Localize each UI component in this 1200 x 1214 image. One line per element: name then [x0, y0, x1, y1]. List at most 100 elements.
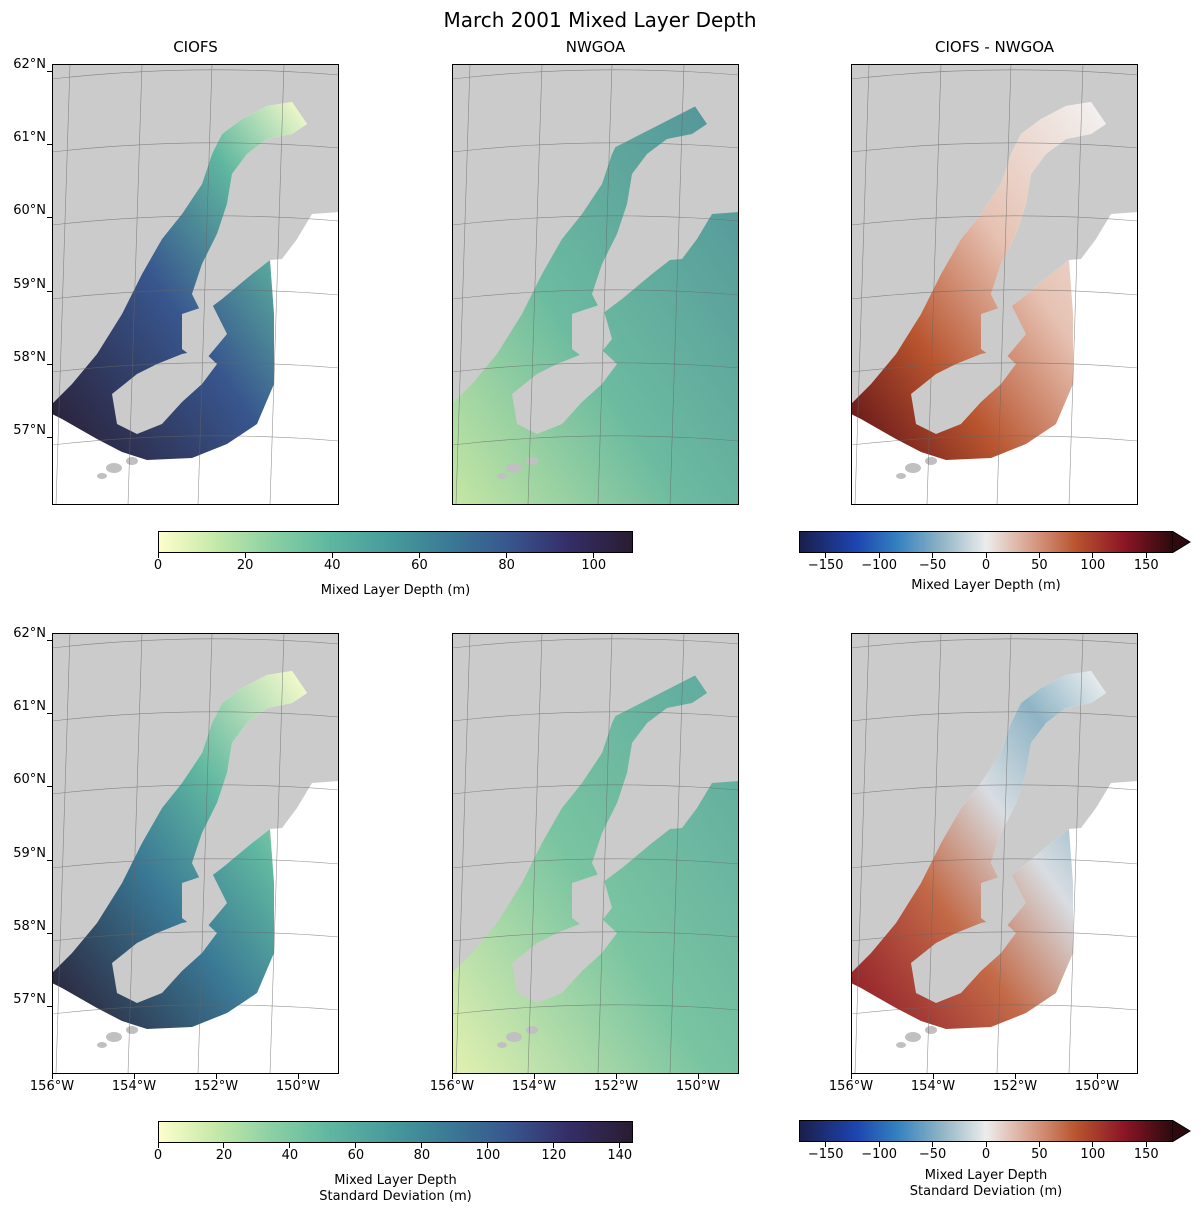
colorbar-tick-mark	[985, 1142, 987, 1147]
colorbar-tick-mark	[1145, 1142, 1147, 1147]
colorbar-tick-label: 80	[413, 1148, 431, 1163]
colorbar-tick-label: 50	[1031, 1147, 1048, 1162]
colorbar-label-line: Mixed Layer Depth	[334, 1173, 457, 1188]
colorbar-label-line: Mixed Layer Depth	[924, 1168, 1048, 1183]
lat-tick-mark	[47, 713, 52, 714]
lon-tick-mark	[616, 1074, 617, 1079]
colorbar-tick-mark	[619, 1143, 621, 1148]
lon-label: 150°W	[675, 1079, 721, 1094]
lon-tick-mark	[452, 1074, 453, 1079]
colorbar-tick-mark	[825, 553, 827, 558]
colorbar-tick-label: 0	[981, 558, 991, 573]
column-title-diff: CIOFS - NWGOA	[934, 38, 1055, 56]
lon-tick-mark	[298, 1074, 299, 1079]
map-panel-nwgoa-std	[452, 633, 739, 1074]
lat-label: 60°N	[13, 203, 46, 218]
colorbar-tick-label: 0	[981, 1147, 991, 1162]
colorbar-tick-label: −50	[918, 1147, 947, 1162]
lat-tick-mark	[47, 437, 52, 438]
colorbar-tick-mark	[331, 553, 333, 558]
lon-tick-mark	[698, 1074, 699, 1079]
map-canvas	[452, 64, 739, 505]
map-panel-diff-mean	[851, 64, 1138, 505]
colorbar-tick-label: −100	[861, 558, 897, 573]
colorbar-tick-mark	[418, 553, 420, 558]
lon-tick-mark	[134, 1074, 135, 1079]
colorbar-tick-mark	[1092, 1142, 1094, 1147]
colorbar-tick-label: 40	[324, 558, 341, 573]
lat-label: 60°N	[13, 772, 46, 787]
colorbar-tick-label: 0	[153, 558, 163, 573]
colorbar-tick-label: 100	[1080, 558, 1106, 573]
colorbar-tick-label: 100	[1080, 1147, 1106, 1162]
colorbar-label: Mixed Layer Depth (m)	[320, 583, 471, 598]
map-canvas	[851, 633, 1138, 1074]
colorbar-tick-label: 80	[498, 558, 515, 573]
lon-label: 152°W	[193, 1079, 239, 1094]
colorbar-tick-mark	[932, 1142, 934, 1147]
colorbar-tick-mark	[289, 1143, 291, 1148]
colorbar-tick-label: 60	[347, 1148, 365, 1163]
colorbar-tick-label: −150	[807, 558, 844, 573]
lon-label: 156°W	[828, 1079, 874, 1094]
colorbar-label-line: Standard Deviation (m)	[319, 1189, 472, 1204]
map-canvas	[851, 64, 1138, 505]
colorbar-tick-mark	[878, 1142, 880, 1147]
colorbar-tick-mark	[593, 553, 595, 558]
colorbar-tick-label: 50	[1031, 558, 1048, 573]
lon-label: 152°W	[992, 1079, 1038, 1094]
lat-label: 57°N	[13, 992, 46, 1007]
lon-label: 154°W	[910, 1079, 956, 1094]
colorbar-tick-mark	[1092, 553, 1094, 558]
colorbar-tick-mark	[487, 1143, 489, 1148]
colorbar-seq-mean	[158, 531, 633, 553]
colorbar-tick-mark	[506, 553, 508, 558]
colorbar-tick-mark	[223, 1143, 225, 1148]
lat-tick-mark	[47, 640, 52, 641]
lat-label: 61°N	[13, 130, 46, 145]
colorbar-label: Mixed Layer Depth (m)	[911, 578, 1061, 593]
colorbar-tick-mark	[1145, 553, 1147, 558]
map-panel-ciofs-std	[52, 633, 339, 1074]
colorbar-tick-mark	[825, 1142, 827, 1147]
colorbar-tick-mark	[157, 1143, 159, 1148]
colorbar-tick-label: −150	[807, 1147, 844, 1162]
colorbar-tick-label: −100	[861, 1147, 897, 1162]
map-canvas	[52, 633, 339, 1074]
colorbar-tick-mark	[244, 553, 246, 558]
lat-label: 57°N	[13, 423, 46, 438]
colorbar-tick-label: 0	[153, 1148, 163, 1163]
colorbar-tick-mark	[878, 553, 880, 558]
colorbar-tick-mark	[985, 553, 987, 558]
colorbar-tick-label: −50	[918, 558, 947, 573]
lon-tick-mark	[534, 1074, 535, 1079]
colorbar-tick-label: 120	[541, 1148, 567, 1163]
colorbar-tick-mark	[355, 1143, 357, 1148]
colorbar-extend-arrow	[1172, 531, 1191, 553]
colorbar-tick-mark	[553, 1143, 555, 1148]
colorbar-diff-mean	[799, 531, 1173, 553]
colorbar-tick-label: 100	[475, 1148, 501, 1163]
lon-tick-mark	[216, 1074, 217, 1079]
colorbar-tick-label: 40	[281, 1148, 299, 1163]
lat-tick-mark	[47, 144, 52, 145]
lat-tick-mark	[47, 291, 52, 292]
lon-label: 154°W	[511, 1079, 557, 1094]
lat-tick-mark	[47, 217, 52, 218]
lon-tick-mark	[1097, 1074, 1098, 1079]
map-panel-nwgoa-mean	[452, 64, 739, 505]
colorbar-label-line: Standard Deviation (m)	[909, 1184, 1063, 1199]
lat-label: 62°N	[13, 626, 46, 641]
colorbar-tick-mark	[157, 553, 159, 558]
colorbar-label: Mixed Layer Depth Standard Deviation (m)	[799, 1168, 1173, 1200]
lon-tick-mark	[933, 1074, 934, 1079]
colorbar-tick-label: 100	[581, 558, 607, 573]
map-panel-ciofs-mean	[52, 64, 339, 505]
lon-label: 156°W	[29, 1079, 75, 1094]
colorbar-tick-mark	[1038, 553, 1040, 558]
lon-label: 156°W	[429, 1079, 475, 1094]
lat-tick-mark	[47, 786, 52, 787]
colorbar-tick-label: 150	[1133, 1147, 1159, 1162]
colorbar-tick-label: 140	[607, 1148, 633, 1163]
lat-tick-mark	[47, 1006, 52, 1007]
